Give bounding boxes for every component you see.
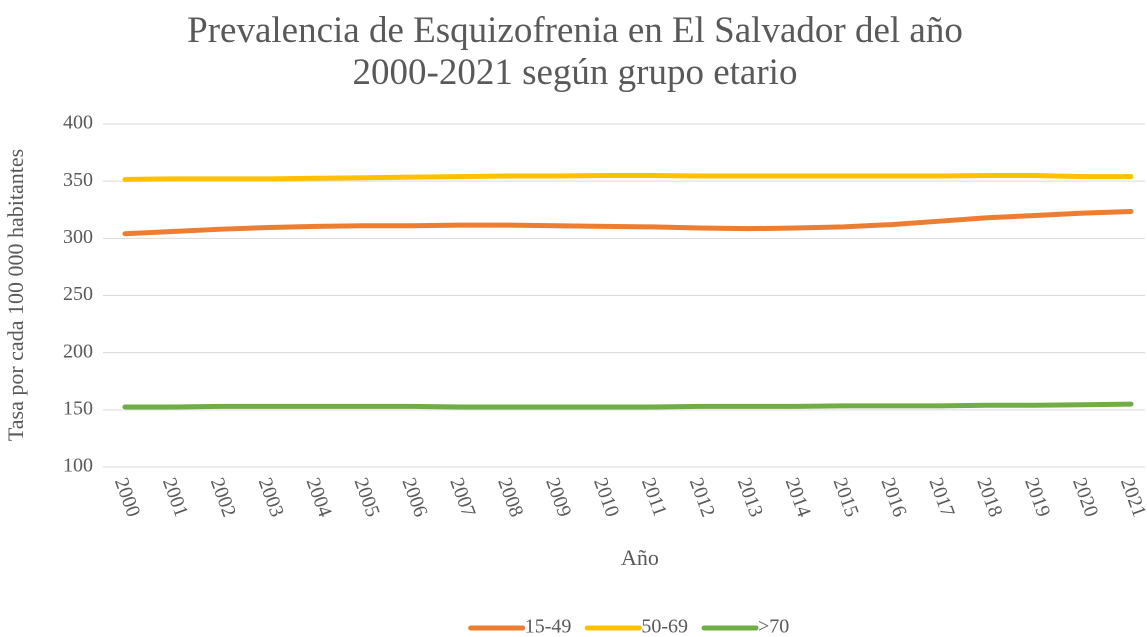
legend-label: 50-69 [641, 616, 688, 637]
x-tick-label: 2019 [1020, 475, 1054, 520]
x-tick-label: 2015 [829, 475, 863, 520]
y-tick-label: 350 [63, 169, 93, 191]
x-tick-label: 2020 [1068, 475, 1102, 520]
x-tick-label: 2008 [493, 475, 527, 520]
x-tick-label: 2002 [206, 475, 240, 520]
chart-title: Prevalencia de Esquizofrenia en El Salva… [187, 10, 963, 93]
x-tick-label: 2009 [541, 475, 575, 520]
x-tick-label: 2004 [302, 475, 336, 520]
x-tick-label: 2021 [1116, 475, 1147, 520]
y-tick-label: 200 [63, 340, 93, 362]
y-tick-label: 400 [63, 112, 93, 134]
x-tick-label: 2014 [781, 475, 815, 520]
x-tick-label: 2001 [158, 475, 192, 520]
y-tick-label: 100 [63, 455, 93, 477]
y-tick-label: 150 [63, 397, 93, 419]
x-tick-label: 2012 [685, 475, 719, 520]
x-tick-label: 2007 [445, 475, 479, 520]
x-tick-label: 2006 [397, 475, 431, 520]
x-tick-label: 2011 [637, 475, 671, 519]
x-tick-label: 2016 [876, 475, 910, 520]
y-tick-label: 300 [63, 226, 93, 248]
legend-label: 15-49 [525, 616, 572, 637]
x-tick-label: 2005 [350, 475, 384, 520]
x-tick-label: 2003 [254, 475, 288, 520]
y-tick-label: 250 [63, 283, 93, 305]
series-line [122, 172, 1134, 182]
legend-label: >70 [758, 616, 789, 637]
series-line [122, 401, 1134, 410]
x-tick-label: 2010 [589, 475, 623, 520]
legend: 15-49 50-69 >70 [468, 616, 789, 637]
y-axis-title: Tasa por cada 100 000 habitantes [3, 149, 28, 441]
x-tick-label: 2017 [924, 475, 958, 520]
x-tick-label: 2000 [110, 475, 144, 520]
x-tick-label: 2013 [733, 475, 767, 520]
series-line [122, 208, 1134, 237]
x-axis-title: Año [621, 545, 659, 570]
x-tick-label: 2018 [972, 475, 1006, 520]
